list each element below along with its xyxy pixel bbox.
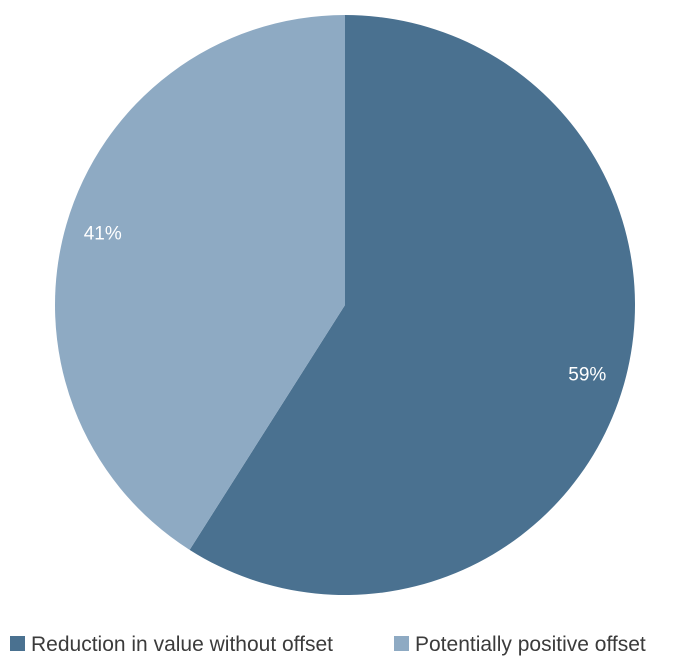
legend-label-reduction: Reduction in value without offset: [31, 633, 333, 656]
pie-slice-offset: [55, 15, 345, 550]
pie-slice-reduction: [189, 15, 635, 595]
legend-label-offset: Potentially positive offset: [415, 633, 646, 656]
chart-legend: Reduction in value without offset Potent…: [10, 633, 646, 656]
pie-slices: [55, 15, 635, 595]
pie-data-labels: 59% 41%: [84, 224, 607, 386]
legend-swatch-offset: [394, 636, 409, 651]
legend-swatch-reduction: [10, 636, 25, 651]
data-label-reduction: 59%: [568, 364, 606, 385]
data-label-offset: 41%: [84, 224, 122, 245]
